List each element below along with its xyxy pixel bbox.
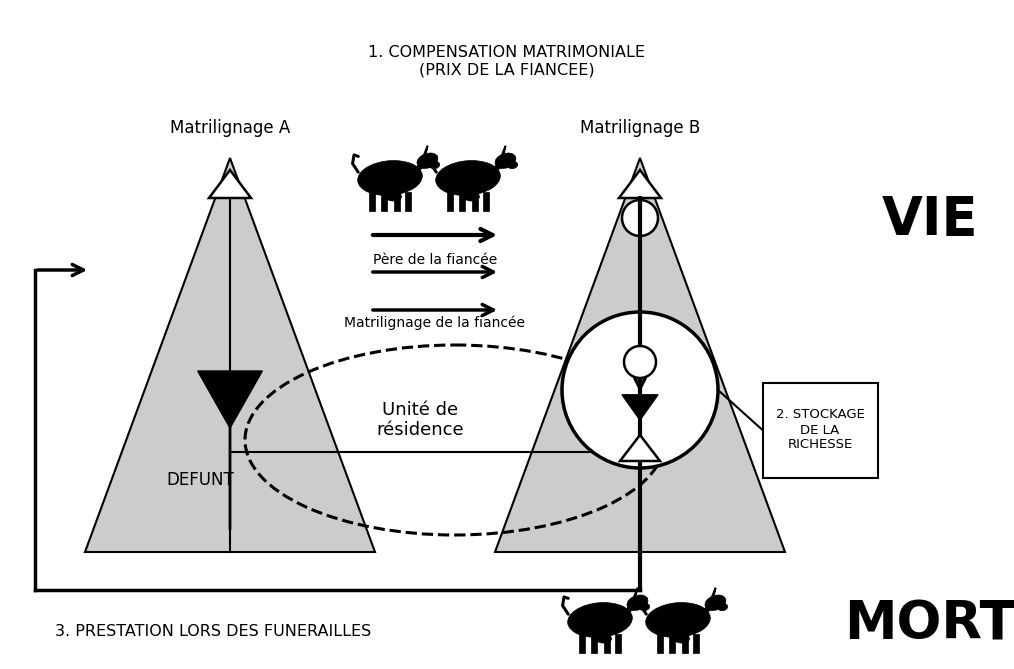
Ellipse shape xyxy=(646,603,711,638)
Polygon shape xyxy=(209,170,251,198)
Polygon shape xyxy=(591,634,597,653)
Polygon shape xyxy=(447,193,453,211)
Ellipse shape xyxy=(436,161,500,195)
Polygon shape xyxy=(620,435,660,461)
Ellipse shape xyxy=(385,193,402,201)
Polygon shape xyxy=(682,634,689,653)
Polygon shape xyxy=(604,634,610,653)
Polygon shape xyxy=(85,158,375,552)
Polygon shape xyxy=(406,193,411,211)
Polygon shape xyxy=(495,158,785,552)
Polygon shape xyxy=(369,193,375,211)
Polygon shape xyxy=(483,193,489,211)
Polygon shape xyxy=(394,193,401,211)
Ellipse shape xyxy=(417,153,438,169)
Polygon shape xyxy=(579,634,585,653)
Bar xyxy=(763,383,877,478)
Polygon shape xyxy=(694,634,699,653)
Polygon shape xyxy=(669,634,675,653)
Polygon shape xyxy=(622,395,658,420)
Ellipse shape xyxy=(463,193,480,201)
Ellipse shape xyxy=(627,595,648,610)
Circle shape xyxy=(622,200,658,236)
Ellipse shape xyxy=(705,595,726,610)
Text: Matrilignage A: Matrilignage A xyxy=(170,119,290,137)
Ellipse shape xyxy=(358,161,422,195)
Polygon shape xyxy=(701,604,714,614)
Ellipse shape xyxy=(430,161,440,169)
Text: Unité de
résidence: Unité de résidence xyxy=(376,401,463,440)
Text: 1. COMPENSATION MATRIMONIALE
(PRIX DE LA FIANCEE): 1. COMPENSATION MATRIMONIALE (PRIX DE LA… xyxy=(368,45,646,78)
Polygon shape xyxy=(615,634,621,653)
Polygon shape xyxy=(198,371,263,428)
Text: 3. PRESTATION LORS DES FUNERAILLES: 3. PRESTATION LORS DES FUNERAILLES xyxy=(55,624,371,640)
Text: Matrilignage de la fiancée: Matrilignage de la fiancée xyxy=(345,315,525,330)
Text: VIE: VIE xyxy=(882,194,979,246)
Polygon shape xyxy=(623,604,636,614)
Text: Matrilignage B: Matrilignage B xyxy=(580,119,700,137)
Ellipse shape xyxy=(640,603,650,611)
Ellipse shape xyxy=(673,634,690,643)
Polygon shape xyxy=(381,193,387,211)
Circle shape xyxy=(624,346,656,378)
Text: DEFUNT: DEFUNT xyxy=(166,471,234,489)
Ellipse shape xyxy=(568,603,633,638)
Polygon shape xyxy=(413,162,426,172)
Ellipse shape xyxy=(495,153,516,169)
Polygon shape xyxy=(657,634,663,653)
Polygon shape xyxy=(491,162,504,172)
Circle shape xyxy=(562,312,718,468)
Ellipse shape xyxy=(718,603,728,611)
Ellipse shape xyxy=(508,161,517,169)
Ellipse shape xyxy=(595,634,611,643)
Polygon shape xyxy=(473,193,478,211)
Text: 2. STOCKAGE
DE LA
RICHESSE: 2. STOCKAGE DE LA RICHESSE xyxy=(776,409,865,452)
Text: MORT: MORT xyxy=(845,599,1014,651)
Text: Père de la fiancée: Père de la fiancée xyxy=(373,253,497,267)
Polygon shape xyxy=(619,170,661,198)
Polygon shape xyxy=(459,193,465,211)
